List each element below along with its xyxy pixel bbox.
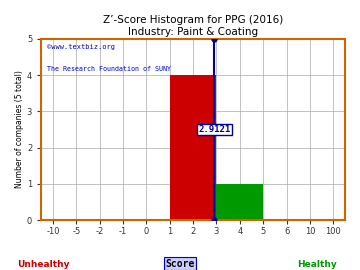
Bar — [170, 75, 216, 220]
Bar — [216, 184, 263, 220]
Text: ©www.textbiz.org: ©www.textbiz.org — [47, 44, 115, 50]
Text: Unhealthy: Unhealthy — [17, 260, 69, 269]
Text: The Research Foundation of SUNY: The Research Foundation of SUNY — [47, 66, 171, 72]
Text: Healthy: Healthy — [297, 260, 337, 269]
Title: Z’-Score Histogram for PPG (2016)
Industry: Paint & Coating: Z’-Score Histogram for PPG (2016) Indust… — [103, 15, 283, 37]
Text: Score: Score — [165, 259, 195, 269]
Y-axis label: Number of companies (5 total): Number of companies (5 total) — [15, 70, 24, 188]
Text: 2.9121: 2.9121 — [198, 125, 230, 134]
